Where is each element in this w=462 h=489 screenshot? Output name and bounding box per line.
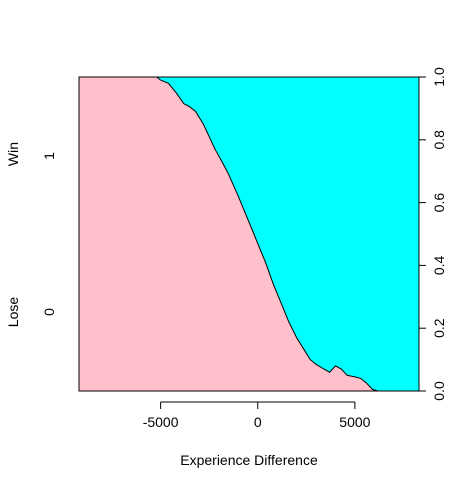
y-tick-label: 0.8 [431, 130, 447, 150]
win-area [79, 77, 419, 391]
y-axis-left: Win 1 Lose 0 [5, 142, 57, 327]
x-tick-label: 5000 [339, 414, 370, 430]
x-tick-label: 0 [254, 414, 262, 430]
plot-area [78, 76, 420, 392]
x-tick-label: -5000 [143, 414, 179, 430]
y-tick-label: 0.0 [431, 381, 447, 401]
left-label-bottom: Lose [5, 297, 21, 328]
left-label-top: Win [5, 142, 21, 166]
y-tick-label: 1.0 [431, 67, 447, 87]
left-tick-top: 1 [41, 152, 57, 160]
x-axis-title: Experience Difference [180, 452, 318, 468]
y-tick-label: 0.2 [431, 318, 447, 338]
y-tick-label: 0.4 [431, 255, 447, 275]
left-tick-bottom: 0 [41, 308, 57, 316]
lose-area [79, 77, 419, 391]
boundary-line [79, 76, 419, 392]
y-tick-label: 0.6 [431, 193, 447, 213]
x-axis: -5000 0 5000 [143, 401, 371, 430]
y-axis-right: 0.0 0.2 0.4 0.6 0.8 1.0 [418, 67, 447, 401]
